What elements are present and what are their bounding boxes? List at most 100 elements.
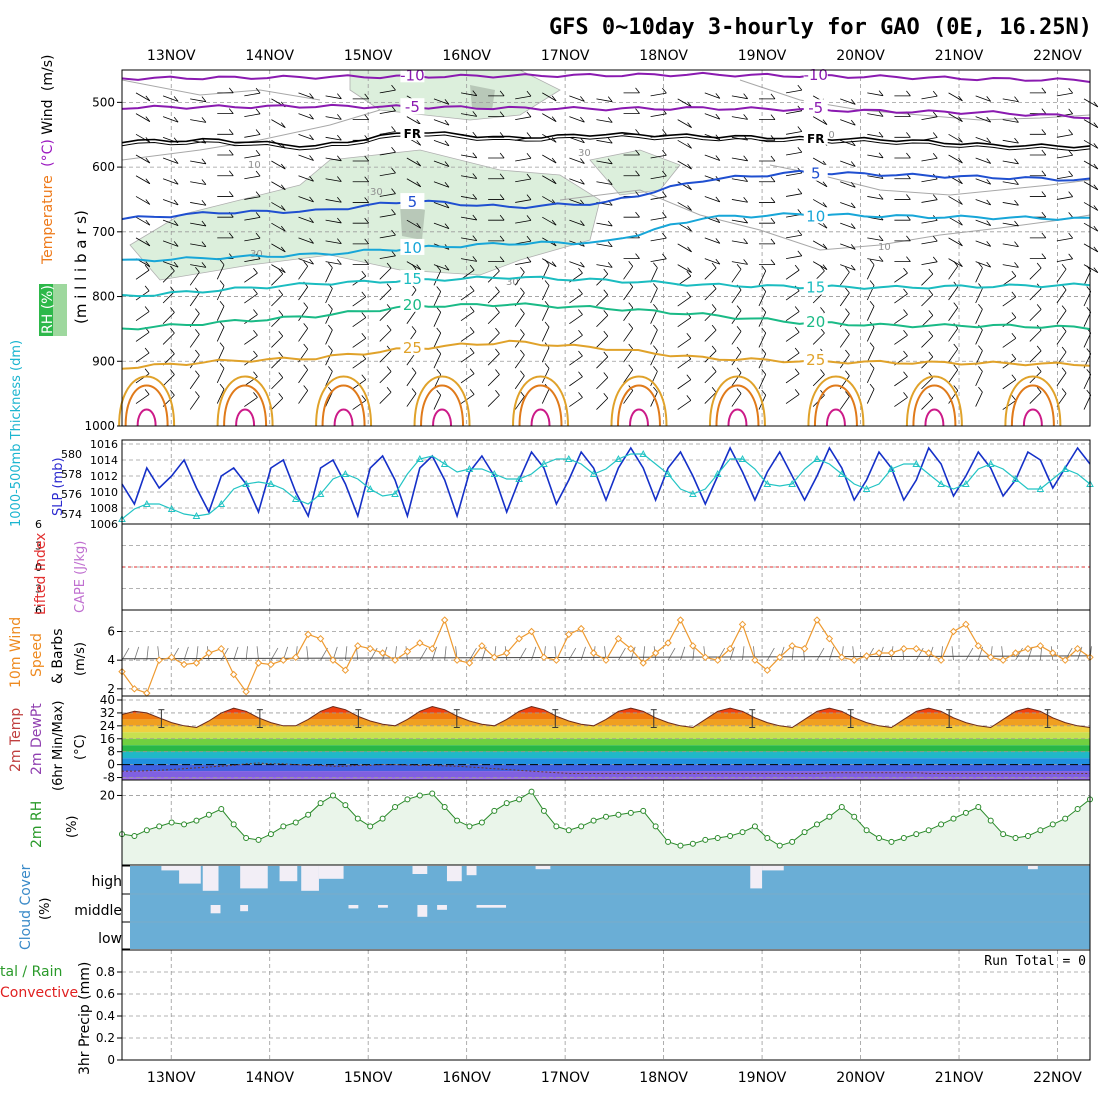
wind-barb-flag [1068,212,1073,218]
wind-barb-flag [958,95,963,102]
wind-barb-flag [850,181,856,188]
wind-barb-flag [436,306,442,313]
wind-barb-flag [953,302,959,308]
wind-barb-flag [820,265,825,272]
ylabel-temp-word: Temperature [40,175,56,265]
wind-barb [758,374,767,390]
wind-barb [650,288,658,304]
thickness-marker [142,499,151,507]
wind-barb [623,286,634,301]
wind-barb [785,373,800,384]
upper-isotherms: -10 -10 -5 -5 FR FR 5 5 10 10 15 15 20 20 25 25 [118,65,1091,427]
wind-barb-flag [1041,191,1047,197]
wind-barb-flag [328,366,333,372]
wind-barb [460,311,475,322]
wind-barb [839,292,850,307]
wind-barb [1083,181,1099,191]
wind-barb [244,355,258,366]
wind-barb [569,261,585,268]
wind-barb-flag [628,260,634,267]
cloud-level-middle: middle [74,903,122,919]
wind-barb [677,264,692,273]
isotherm-label: -5 [808,99,823,117]
wind-barb-flag [635,253,640,259]
li-tick-label: 3 [35,540,42,553]
wind-barb-flag [878,90,884,96]
wind-barb-flag [743,114,748,120]
wind-barb-flag [361,312,367,318]
wind10m-marker [465,659,474,667]
wind-barb-flag [770,93,776,100]
wind-barb-flag [337,176,342,182]
precip-grid [122,950,1090,1060]
wind-barb-flag [280,225,286,232]
wind10m-marker [254,659,263,667]
wind-barb-flag [255,191,261,197]
wind10m-marker [304,630,312,639]
wind-barb-flag [686,374,692,380]
wind-barb-flag [337,134,342,141]
upper-frame [121,69,1091,427]
wind-barb-flag [607,96,613,102]
wind-barb-flag [201,158,207,165]
wind-barb-flag [1061,367,1067,374]
wind-barb-flag [469,264,475,271]
rh2m-marker [540,807,547,814]
wind-barb [433,353,442,369]
wind-barb-flag [903,267,908,274]
wind-barb-flag [551,95,557,102]
isotherm-surface-arch [708,375,766,427]
wind-barb-flag [416,222,422,229]
wind-barb-flag [499,173,505,179]
rh-contour-label: 30 [506,277,519,288]
wind-barb-flag [499,90,505,97]
wind-barb [731,268,742,283]
wind-barb [921,199,938,203]
wind10m-marker [180,660,188,669]
y-tick-label: 800 [92,290,115,304]
wind-barb [1002,400,1017,410]
rh2m-marker [863,827,870,834]
wind-barb [650,371,658,387]
wind-barb [541,326,550,342]
wind-barb-flag [219,259,225,266]
wind-barb-flag [687,267,692,273]
rh2m-marker [491,807,498,814]
wind-barb [840,139,856,147]
wind-barb-flag [195,266,200,273]
ylabel-temp: Temperature (°C) Wind (m/s) [40,54,56,265]
wind-barb-flag [687,101,692,108]
dewpt2m-line [122,762,1090,774]
rh2m-marker [590,817,597,824]
wind-barb-flag [280,246,286,253]
wind-barb [704,267,717,280]
wind-barb [379,151,396,156]
wind-barb [569,397,583,407]
wind-barb-flag [906,235,911,242]
wind-barb [785,311,800,322]
rh2m-marker [1049,821,1056,828]
wind-barb-flag [662,87,667,94]
wind-barb-flag [499,111,505,117]
wind-barb-flag [797,126,803,132]
wind-barb [298,92,314,99]
wind-barb [975,116,991,123]
wind-barb [487,291,500,304]
wind-barb-flag [878,131,884,138]
wind-barb-flag [173,116,179,123]
wind-barb [866,388,875,404]
wind-barb-flag [687,205,692,211]
wind-barb [1002,119,1019,123]
bottom-date-label: 19NOV [738,1070,787,1086]
wind-barb [460,352,475,363]
wind-barb-flag [386,262,392,269]
wind-barb-flag [520,391,525,397]
wind-barb [379,89,396,94]
thickness-marker [341,469,350,477]
wind-barb-flag [845,391,850,397]
wind-barb [921,294,934,307]
wind-barb-flag [662,170,667,177]
wind-barb [867,113,884,117]
slp-tick-label: 1006 [90,518,118,531]
wind-barb [162,312,175,325]
